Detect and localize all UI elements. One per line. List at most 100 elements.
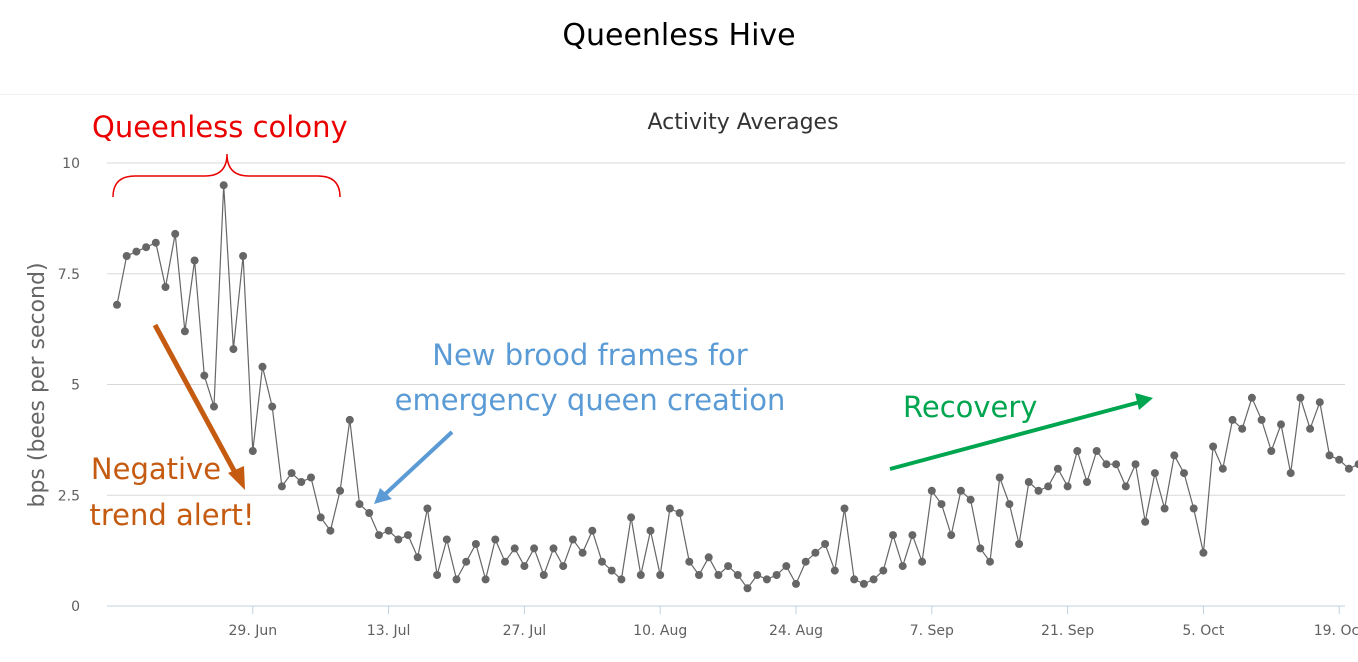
recovery-arrow-shaft <box>889 400 1141 471</box>
x-tick-label: 19. Oct <box>1314 623 1358 639</box>
data-point <box>1121 482 1130 491</box>
x-tick-label: 29. Jun <box>229 623 278 639</box>
data-point <box>850 575 859 584</box>
data-point <box>1053 464 1062 473</box>
data-point <box>219 181 228 190</box>
page-title: Queenless Hive <box>562 18 796 53</box>
data-point <box>607 566 616 575</box>
y-tick-labels: 0 2.5 5 7.5 10 <box>58 156 80 615</box>
data-point <box>830 566 839 575</box>
x-tick-label: 21. Sep <box>1041 623 1094 639</box>
data-point <box>695 571 703 579</box>
data-point <box>1228 415 1237 424</box>
annotation-brood-line2: emergency queen creation <box>394 383 786 417</box>
chart-frame <box>0 94 1358 662</box>
data-point <box>345 415 354 424</box>
data-point <box>859 579 868 588</box>
data-point <box>1112 460 1121 469</box>
data-point <box>404 531 412 540</box>
x-tick-labels: 29. Jun 13. Jul 27. Jul 10. Aug 24. Aug 7. Se… <box>229 606 1358 639</box>
data-point <box>287 469 296 478</box>
data-point <box>1180 469 1188 478</box>
data-point <box>200 371 209 380</box>
data-point <box>724 562 733 571</box>
data-point <box>268 402 277 411</box>
data-point <box>549 544 558 553</box>
data-point <box>1286 469 1295 478</box>
data-point <box>1257 415 1266 424</box>
data-point <box>1102 460 1111 469</box>
data-point <box>733 571 742 579</box>
data-point <box>239 252 248 260</box>
data-point <box>248 447 257 455</box>
data-point <box>956 486 965 495</box>
data-point <box>937 500 946 509</box>
annotation-recovery: Recovery <box>903 390 1038 424</box>
data-point <box>132 247 141 256</box>
x-tick-label: 5. Oct <box>1182 623 1225 639</box>
brood-arrowhead <box>374 488 392 504</box>
data-point <box>1199 548 1208 557</box>
data-point <box>1277 420 1285 429</box>
data-point <box>1141 517 1150 526</box>
y-axis-label: bps (bees per second) <box>25 262 50 507</box>
negative-trend-arrowhead <box>228 466 245 490</box>
x-tick-label: 27. Jul <box>503 623 547 639</box>
data-point <box>1160 504 1169 513</box>
data-point <box>471 540 480 548</box>
y-tick-label: 10 <box>62 156 80 172</box>
data-point <box>1092 447 1101 455</box>
data-point <box>442 535 451 544</box>
data-point <box>627 513 636 522</box>
data-point <box>976 544 985 553</box>
data-point <box>1306 424 1315 433</box>
data-point <box>355 500 364 509</box>
data-point <box>1344 464 1353 473</box>
data-point <box>307 473 315 482</box>
data-point <box>559 562 568 571</box>
annotation-negative-line2: trend alert! <box>89 498 255 532</box>
data-point <box>423 504 432 513</box>
data-point <box>1296 393 1305 402</box>
data-point <box>365 509 374 517</box>
data-point <box>394 535 403 544</box>
y-tick-label: 0 <box>71 599 80 615</box>
data-point <box>142 243 151 252</box>
data-point <box>947 531 956 540</box>
data-point <box>151 238 160 247</box>
annotation-queenless-colony: Queenless colony <box>92 110 348 144</box>
data-point <box>995 473 1004 482</box>
annotation-negative-line1: Negative <box>90 452 222 486</box>
y-tick-label: 2.5 <box>58 488 80 504</box>
x-tick-label: 24. Aug <box>769 623 823 639</box>
data-point <box>1218 464 1227 473</box>
data-point <box>986 557 994 566</box>
data-point <box>297 478 306 486</box>
data-point <box>413 553 422 562</box>
data-point <box>452 575 461 584</box>
data-point <box>510 544 519 553</box>
data-point <box>636 571 645 579</box>
data-point <box>113 300 121 309</box>
data-point <box>1024 478 1033 486</box>
data-point <box>491 535 500 544</box>
data-point <box>675 509 684 517</box>
data-point <box>1238 424 1247 433</box>
data-point <box>665 504 674 513</box>
y-tick-label: 5 <box>71 378 80 394</box>
data-points <box>113 181 1358 593</box>
data-point <box>753 571 762 579</box>
data-point <box>927 486 936 495</box>
data-point <box>704 553 713 562</box>
data-point <box>568 535 577 544</box>
data-point <box>501 557 509 566</box>
data-point <box>1083 478 1091 486</box>
recovery-arrowhead <box>1135 393 1153 410</box>
data-point <box>908 531 917 540</box>
data-point <box>1247 393 1256 402</box>
data-point <box>277 482 286 491</box>
data-point <box>578 548 587 557</box>
data-point <box>656 571 665 579</box>
data-point <box>617 575 626 584</box>
